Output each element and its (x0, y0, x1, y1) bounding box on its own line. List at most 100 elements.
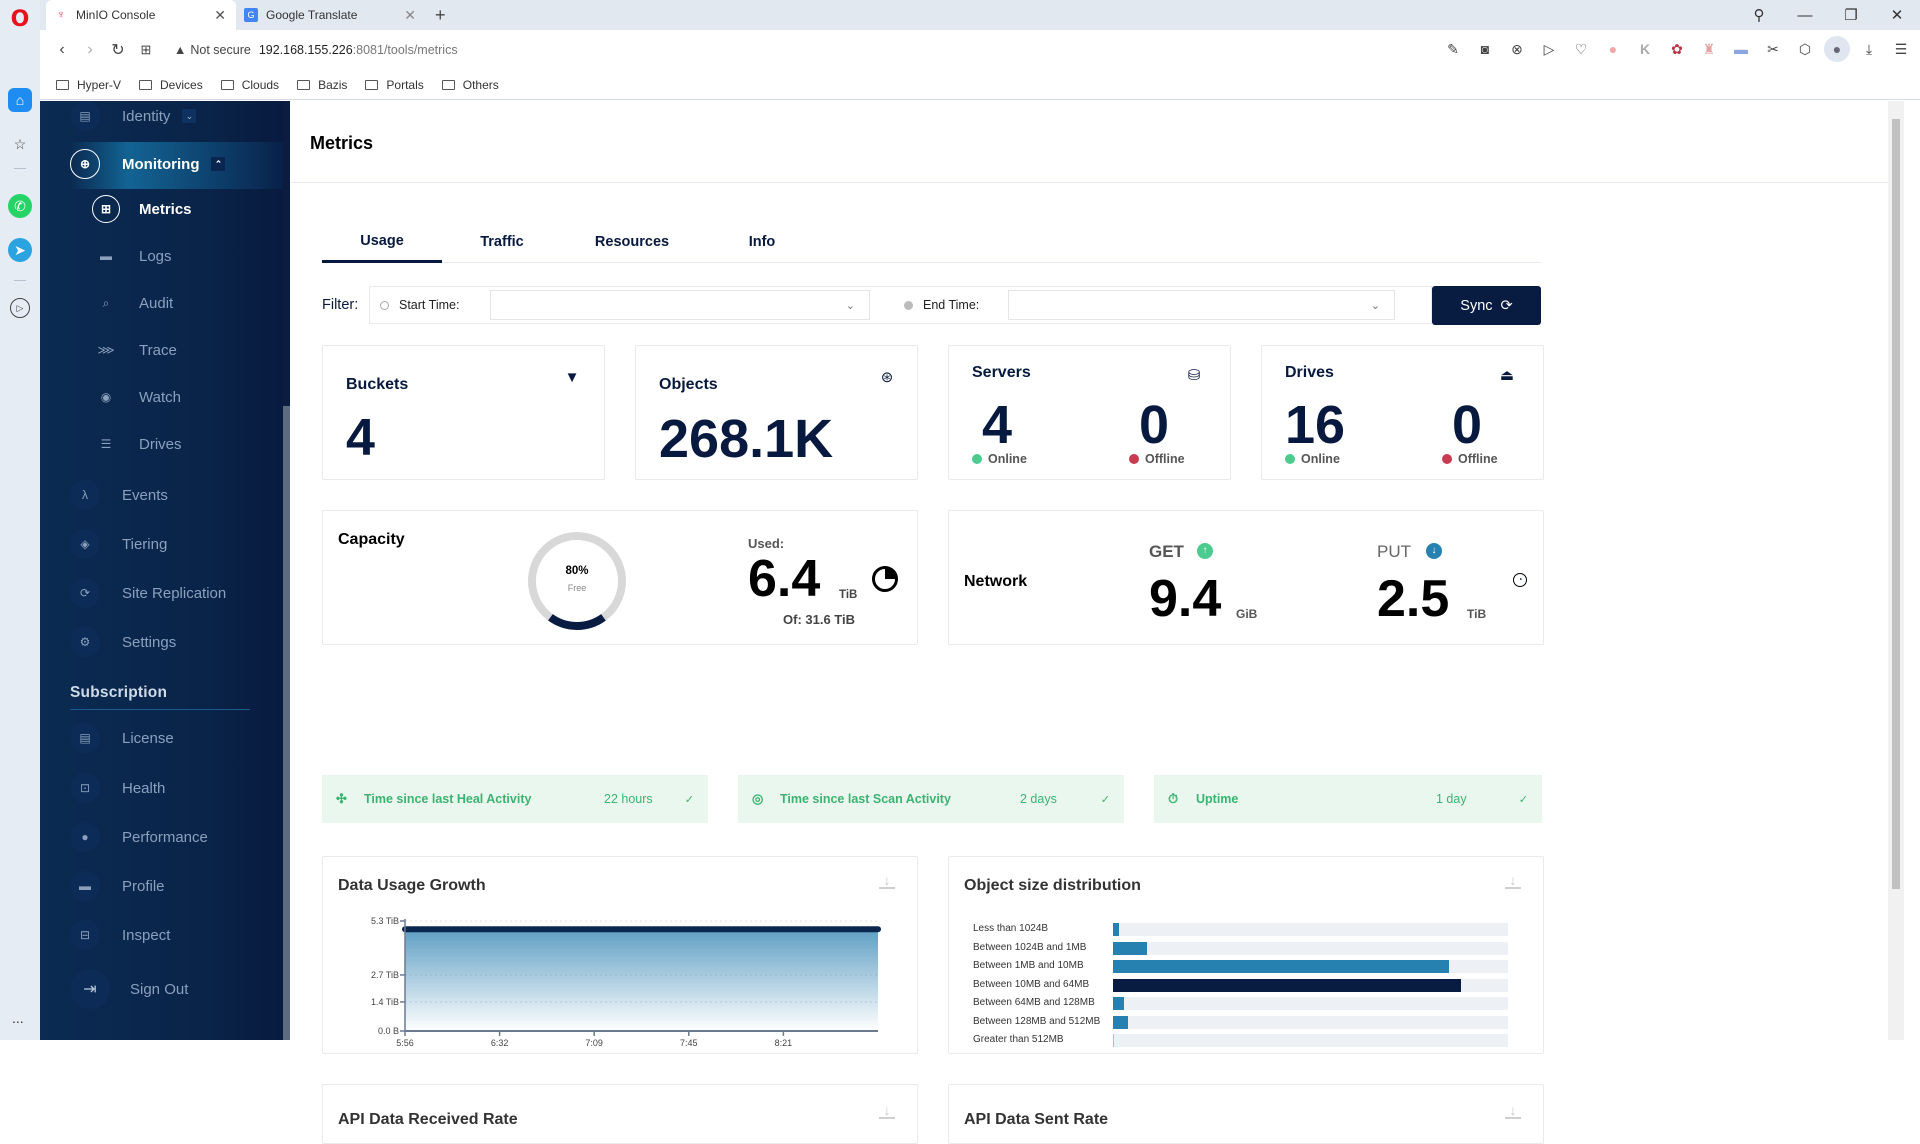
bar[interactable] (1113, 1034, 1115, 1047)
close-tab-icon[interactable]: ✕ (404, 6, 416, 23)
forward-icon[interactable]: › (87, 41, 93, 58)
start-time-select[interactable]: ⌄ (490, 290, 870, 320)
sidebar-scrollbar-thumb[interactable] (283, 406, 290, 1040)
sync-icon: ⟳ (1500, 297, 1513, 314)
chevron-up-icon[interactable]: ⌃ (211, 157, 226, 171)
sidebar-subitem-logs[interactable]: ▬ Logs (92, 242, 172, 270)
sidebar-item-monitoring[interactable]: ⊕ Monitoring ⌃ (70, 149, 226, 179)
sidebar-item-performance[interactable]: ● Performance (70, 822, 208, 852)
check-icon: ✓ (1518, 793, 1528, 806)
sidebar-item-events[interactable]: λ Events (70, 480, 168, 510)
telegram-icon[interactable]: ➤ (8, 238, 32, 262)
page-header: Metrics (290, 101, 1904, 183)
extension-castle-icon[interactable]: ♜ (1702, 40, 1716, 57)
drives-icon: ☰ (100, 437, 112, 451)
bookmark-folder[interactable]: Hyper-V (56, 78, 121, 92)
restore-icon[interactable]: ❐ (1844, 7, 1858, 24)
filter-row: Filter: Start Time: ⌄ End Time: ⌄ Sync ⟳ (322, 286, 1542, 325)
sidebar-item-tiering[interactable]: ◈ Tiering (70, 529, 167, 559)
search-tabs-icon[interactable]: ⚲ (1753, 7, 1765, 24)
download-icon[interactable]: ⤓ (1865, 40, 1873, 57)
sidebar-item-inspect[interactable]: ⊟ Inspect (70, 920, 170, 950)
whatsapp-icon[interactable]: ✆ (8, 194, 32, 218)
minimize-icon[interactable]: — (1797, 6, 1813, 24)
send-icon[interactable]: ▷ (1543, 40, 1555, 57)
browser-tab-translate[interactable]: G Google Translate ✕ (236, 0, 426, 30)
bookmark-folder[interactable]: Bazis (297, 78, 347, 92)
address-bar: ‹ › ↻ ⊞ ▲ Not secure 192.168.155.226:808… (40, 30, 1920, 70)
extension-stamp-icon[interactable]: ✿ (1671, 40, 1683, 57)
adblock-shield-icon[interactable]: ⊗ (1511, 40, 1523, 57)
url-field[interactable]: 192.168.155.226:8081/tools/metrics (259, 43, 458, 57)
sidebar-subitem-metrics[interactable]: ⊞ Metrics (92, 195, 192, 223)
tab-title: Google Translate (266, 8, 358, 22)
sidebar-item-profile[interactable]: ▬ Profile (70, 871, 165, 901)
extension-flag-icon[interactable]: ▬ (1734, 41, 1748, 57)
bar[interactable] (1113, 1015, 1128, 1029)
download-icon[interactable]: ↓ (1505, 872, 1521, 889)
bar[interactable] (1113, 978, 1461, 992)
sidebar-subitem-audit[interactable]: ⌕ Audit (92, 289, 174, 317)
bar[interactable] (1113, 997, 1124, 1010)
snapshot-edit-icon[interactable]: ✎ (1447, 40, 1459, 57)
used-unit: TiB (839, 589, 858, 601)
tab-info[interactable]: Info (748, 234, 776, 250)
tabs-grid-icon[interactable]: ⊞ (140, 42, 152, 57)
status-label: Offline (1458, 452, 1498, 466)
close-tab-icon[interactable]: ✕ (214, 6, 226, 23)
security-indicator[interactable]: ▲ Not secure (174, 43, 251, 57)
new-tab-button[interactable]: + (435, 5, 446, 25)
chart-title: Data Usage Growth (338, 877, 486, 894)
sidebar-scrollbar[interactable] (283, 101, 290, 1040)
sign-out-button[interactable]: ⇥ Sign Out (70, 969, 188, 1009)
bookmark-folder[interactable]: Devices (139, 78, 203, 92)
page-scrollbar[interactable] (1888, 101, 1904, 1040)
download-icon[interactable]: ↓ (879, 1102, 895, 1119)
close-window-icon[interactable]: ✕ (1890, 7, 1904, 24)
star-icon[interactable]: ☆ (13, 135, 27, 152)
browser-tab-minio[interactable]: ♆ MinIO Console ✕ (46, 0, 236, 30)
sidebar-item-settings[interactable]: ⚙ Settings (70, 627, 176, 657)
page-scrollbar-thumb[interactable] (1892, 119, 1900, 889)
bar[interactable] (1113, 941, 1148, 955)
opera-sidebar: O ⌂ ☆ ✆ ➤ ▷ ... (0, 0, 40, 1040)
easy-setup-icon[interactable]: ☰ (1894, 40, 1908, 57)
extension-cat-icon[interactable]: ✂ (1767, 40, 1779, 57)
extension-record-icon[interactable]: ● (1608, 41, 1618, 57)
heart-icon[interactable]: ♡ (1574, 40, 1588, 57)
sidebar-subitem-watch[interactable]: ◉ Watch (92, 383, 181, 411)
sidebar-item-license[interactable]: ▤ License (70, 723, 174, 753)
download-icon[interactable]: ↓ (879, 872, 895, 889)
bar-row: Between 1024B and 1MB (949, 940, 1509, 958)
home-icon[interactable]: ⌂ (8, 88, 32, 112)
sidebar-subitem-trace[interactable]: ⋙ Trace (92, 336, 176, 364)
inspect-icon: ⊟ (70, 920, 100, 950)
tab-resources[interactable]: Resources (594, 234, 670, 250)
reload-icon[interactable]: ↻ (111, 42, 125, 59)
sidebar-item-health[interactable]: ⊡ Health (70, 773, 165, 803)
player-icon[interactable]: ▷ (10, 298, 30, 318)
back-icon[interactable]: ‹ (59, 41, 65, 58)
heal-activity-badge: ✣ Time since last Heal Activity 22 hours… (322, 775, 708, 823)
extensions-cube-icon[interactable]: ⬡ (1798, 40, 1812, 57)
sidebar-subitem-drives[interactable]: ☰ Drives (92, 430, 182, 458)
chevron-down-icon[interactable]: ⌄ (182, 109, 197, 123)
bookmark-folder[interactable]: Others (441, 78, 499, 92)
end-time-select[interactable]: ⌄ (1008, 290, 1395, 320)
uptime-badge: ⏱ Uptime 1 day ✓ (1154, 775, 1542, 823)
tab-usage[interactable]: Usage (322, 221, 442, 263)
bar[interactable] (1113, 960, 1449, 973)
opera-logo-icon[interactable]: O (10, 7, 30, 32)
bookmark-folder[interactable]: Portals (365, 78, 424, 92)
download-icon[interactable]: ↓ (1505, 1102, 1521, 1119)
bookmark-folder[interactable]: Clouds (220, 78, 279, 92)
sidebar-item-identity[interactable]: ▤ Identity ⌄ (70, 101, 197, 131)
extension-k-icon[interactable]: K (1639, 41, 1651, 57)
sync-button[interactable]: Sync ⟳ (1432, 286, 1541, 325)
more-icon[interactable]: ... (12, 1010, 24, 1026)
bar[interactable] (1113, 923, 1119, 936)
camera-icon[interactable]: ◙ (1480, 41, 1490, 57)
profile-avatar-icon[interactable]: ● (1824, 36, 1850, 62)
tab-traffic[interactable]: Traffic (480, 234, 524, 250)
sidebar-item-site-replication[interactable]: ⟳ Site Replication (70, 578, 226, 608)
